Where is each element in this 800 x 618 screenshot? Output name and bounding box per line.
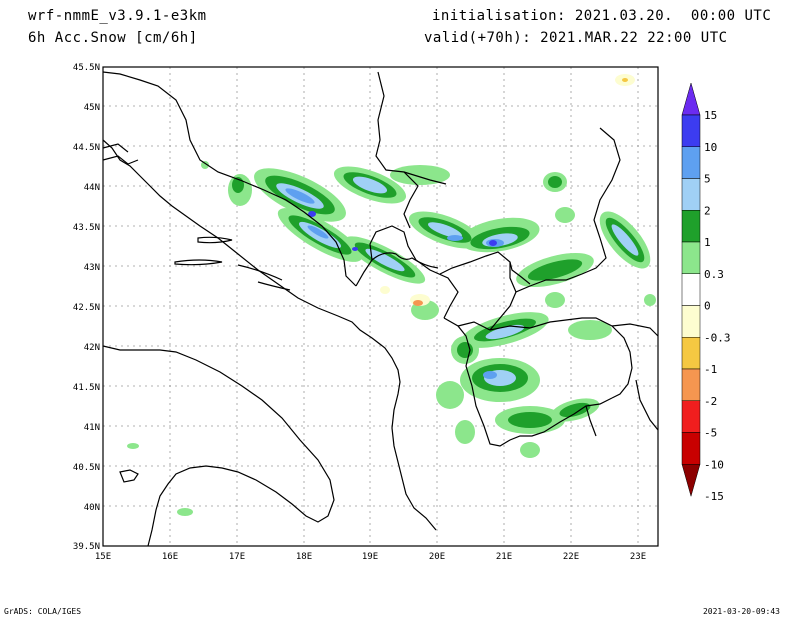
lon-label: 20E [429, 552, 445, 562]
colorbar-label: -15 [704, 490, 724, 503]
lat-label: 39.5N [73, 542, 100, 552]
colorbar-label: 10 [704, 141, 717, 154]
lon-label: 17E [229, 552, 245, 562]
colorbar-label: 2 [704, 204, 711, 217]
colorbar-segment [681, 337, 701, 370]
colorbar-segment [681, 432, 701, 465]
lat-label: 43N [84, 263, 100, 273]
colorbar-label: -2 [704, 395, 717, 408]
lon-label: 22E [563, 552, 579, 562]
colorbar: 15 10 5 2 1 0.3 0 -0.3 -1 -2 -5 -10 -15 [681, 82, 731, 503]
colorbar-segment [681, 210, 701, 243]
latitude-labels: 45.5N 45N 44.5N 44N 43.5N 43N 42.5N 42N … [73, 63, 100, 552]
colorbar-segment [681, 273, 701, 306]
lon-label: 18E [296, 552, 312, 562]
longitude-labels: 15E 16E 17E 18E 19E 20E 21E 22E 23E [95, 552, 646, 562]
colorbar-label: -1 [704, 363, 717, 376]
coastline-borders [102, 71, 659, 547]
lat-label: 44.5N [73, 143, 100, 153]
colorbar-label: -0.3 [704, 331, 731, 344]
colorbar-label: 0.3 [704, 268, 724, 281]
lat-label: 40.5N [73, 463, 100, 473]
colorbar-label: 1 [704, 236, 711, 249]
footer-timestamp: 2021-03-20-09:43 [702, 607, 780, 616]
map-frame [102, 66, 659, 547]
colorbar-label: 15 [704, 109, 717, 122]
lat-label: 40N [84, 503, 100, 513]
colorbar-arrow-top [681, 82, 701, 116]
valid-time: valid(+70h): 2021.MAR.22 22:00 UTC [424, 30, 728, 46]
graticule [103, 67, 658, 546]
init-time: initialisation: 2021.03.20. 00:00 UTC [432, 8, 772, 24]
colorbar-segment [681, 241, 701, 274]
colorbar-segment [681, 114, 701, 147]
lon-label: 15E [95, 552, 111, 562]
lat-label: 43.5N [73, 223, 100, 233]
colorbar-label: -5 [704, 427, 717, 440]
footer-credit: GrADS: COLA/IGES [4, 607, 82, 616]
lat-label: 45N [84, 103, 100, 113]
lon-label: 23E [630, 552, 646, 562]
colorbar-arrow-bottom [681, 464, 701, 498]
colorbar-segment [681, 368, 701, 401]
field-title: 6h Acc.Snow [cm/6h] [28, 30, 198, 46]
lat-label: 45.5N [73, 63, 100, 73]
colorbar-label: -10 [704, 458, 724, 471]
lon-label: 16E [162, 552, 178, 562]
colorbar-segment [681, 305, 701, 338]
snowfall-shading [127, 74, 656, 516]
colorbar-segment [681, 400, 701, 433]
lat-label: 42.5N [73, 303, 100, 313]
colorbar-segment [681, 146, 701, 179]
lon-label: 21E [496, 552, 512, 562]
colorbar-segment [681, 178, 701, 211]
lat-label: 41N [84, 423, 100, 433]
colorbar-label: 0 [704, 300, 711, 313]
lat-label: 41.5N [73, 383, 100, 393]
colorbar-label: 5 [704, 173, 711, 186]
lat-label: 44N [84, 183, 100, 193]
lon-label: 19E [362, 552, 378, 562]
lat-label: 42N [84, 343, 100, 353]
model-title: wrf-nmmE_v3.9.1-e3km [28, 8, 207, 24]
